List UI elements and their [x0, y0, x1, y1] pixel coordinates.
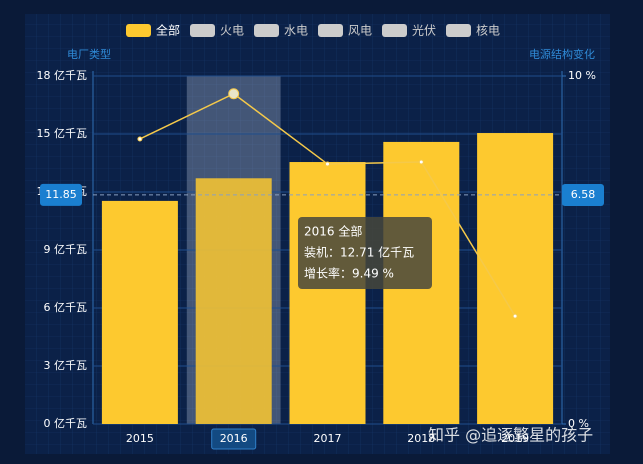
- y-tick-label: 0 亿千瓦: [44, 417, 88, 430]
- bar: [289, 162, 366, 425]
- legend-swatch[interactable]: [318, 24, 343, 37]
- y-tick-label: 9 亿千瓦: [44, 243, 88, 256]
- y-tick-label: 18 亿千瓦: [37, 69, 88, 82]
- tooltip-line: 增长率：9.49 %: [304, 266, 394, 281]
- x-tick-label: 2018: [407, 432, 435, 445]
- y2-tick-label: 10 %: [568, 69, 596, 82]
- marker-box: [40, 183, 82, 206]
- y-axis-label: 电厂类型: [67, 47, 111, 61]
- y-tick-label: 15 亿千瓦: [37, 127, 88, 140]
- line-point: [418, 159, 424, 165]
- line-point: [512, 313, 518, 319]
- y2-tick-label: 0 %: [568, 417, 589, 430]
- legend-swatch[interactable]: [446, 24, 471, 37]
- x-tick-label: 2015: [126, 432, 154, 445]
- legend-label[interactable]: 核电: [476, 24, 500, 38]
- tooltip-line: 2016 全部: [304, 224, 362, 239]
- line-point: [137, 136, 143, 142]
- line-point: [325, 161, 330, 167]
- legend-label[interactable]: 火电: [220, 24, 244, 38]
- x-tick-label: 2017: [314, 432, 342, 445]
- line-point: [228, 88, 240, 100]
- marker-box: [562, 184, 604, 207]
- bar: [477, 133, 554, 425]
- legend-label[interactable]: 风电: [348, 24, 372, 38]
- bar: [101, 200, 178, 424]
- legend-label[interactable]: 水电: [284, 24, 308, 38]
- tooltip-line: 装机：12.71 亿千瓦: [304, 245, 414, 260]
- legend-label[interactable]: 光伏: [412, 24, 436, 38]
- watermark: 知乎 @追逐繁星的孩子: [428, 426, 593, 445]
- tooltip: [298, 217, 432, 289]
- y2-axis-label: 电源结构变化: [529, 47, 595, 61]
- legend-label[interactable]: 全部: [156, 23, 180, 38]
- y-tick-label: 6 亿千瓦: [44, 301, 88, 314]
- legend-swatch[interactable]: [254, 24, 279, 37]
- legend-swatch[interactable]: [190, 24, 215, 37]
- x-tick-label: 2019: [501, 432, 529, 445]
- marker-label: 6.58: [571, 188, 596, 201]
- x-tick-label: 2016: [220, 432, 248, 445]
- x-tick-highlight: [211, 428, 257, 450]
- legend-swatch[interactable]: [382, 24, 407, 37]
- marker-label: 11.85: [45, 188, 77, 201]
- bar: [195, 178, 272, 424]
- legend-swatch[interactable]: [126, 24, 151, 37]
- y-tick-label: 3 亿千瓦: [44, 359, 88, 372]
